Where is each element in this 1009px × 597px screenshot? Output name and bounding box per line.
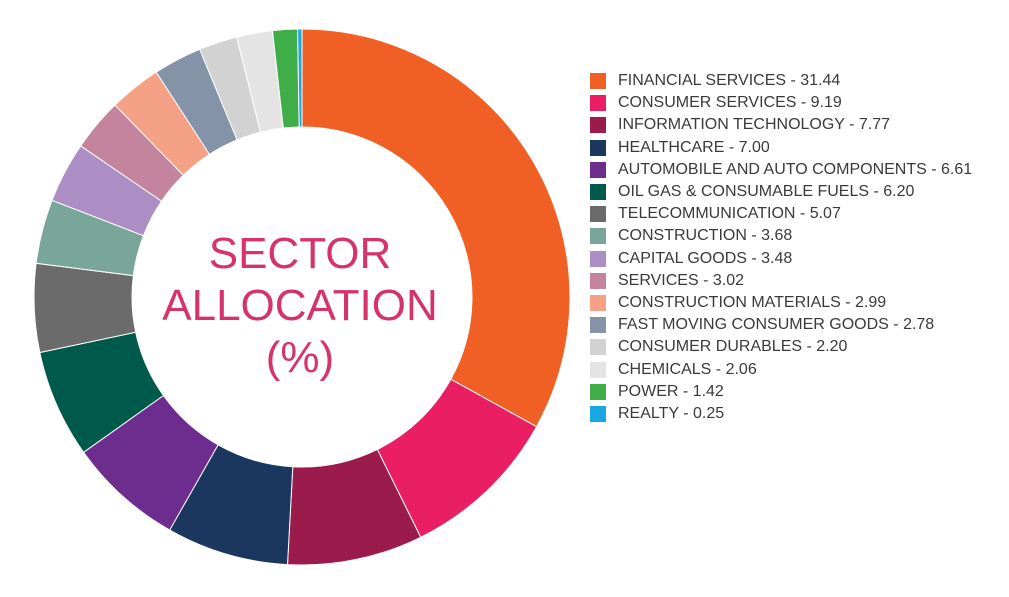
legend-label: CHEMICALS - 2.06 <box>618 360 757 378</box>
legend-swatch <box>590 139 606 156</box>
legend-label: CONSUMER DURABLES - 2.20 <box>618 338 848 356</box>
legend-swatch <box>590 250 606 267</box>
legend-item: INFORMATION TECHNOLOGY - 7.77 <box>590 114 995 136</box>
legend-item: CONSTRUCTION - 3.68 <box>590 225 995 247</box>
legend-item: CAPITAL GOODS - 3.48 <box>590 248 995 270</box>
center-title-line: ALLOCATION <box>162 281 438 330</box>
chart-legend: FINANCIAL SERVICES - 31.44 CONSUMER SERVI… <box>590 70 995 425</box>
legend-label: SERVICES - 3.02 <box>618 271 744 289</box>
legend-swatch <box>590 317 606 334</box>
legend-item: CONSUMER DURABLES - 2.20 <box>590 336 995 358</box>
donut-slice <box>297 28 303 128</box>
legend-item: FAST MOVING CONSUMER GOODS - 2.78 <box>590 314 995 336</box>
legend-swatch <box>590 73 606 89</box>
legend-label: TELECOMMUNICATION - 5.07 <box>618 205 841 223</box>
legend-label: CAPITAL GOODS - 3.48 <box>618 249 793 267</box>
legend-label: CONSTRUCTION - 3.68 <box>618 227 793 245</box>
donut-chart <box>33 28 571 566</box>
legend-item: CHEMICALS - 2.06 <box>590 359 995 381</box>
legend-label: CONSUMER SERVICES - 9.19 <box>618 94 842 112</box>
center-title-line: SECTOR <box>208 229 392 278</box>
legend-swatch <box>590 361 606 378</box>
legend-label: INFORMATION TECHNOLOGY - 7.77 <box>618 116 891 134</box>
legend-label: HEALTHCARE - 7.00 <box>618 138 770 156</box>
legend-item: CONSUMER SERVICES - 9.19 <box>590 92 995 114</box>
legend-swatch <box>590 206 606 223</box>
center-title-line: (%) <box>265 333 335 382</box>
legend-swatch <box>590 184 606 201</box>
legend-item: TELECOMMUNICATION - 5.07 <box>590 203 995 225</box>
legend-swatch <box>590 406 606 423</box>
legend-swatch <box>590 228 606 245</box>
legend-swatch <box>590 95 606 112</box>
legend-swatch <box>590 339 606 356</box>
donut-slice <box>301 28 571 428</box>
legend-label: OIL GAS & CONSUMABLE FUELS - 6.20 <box>618 183 915 201</box>
legend-item: SERVICES - 3.02 <box>590 270 995 292</box>
legend-item: HEALTHCARE - 7.00 <box>590 137 995 159</box>
legend-item: FINANCIAL SERVICES - 31.44 <box>590 70 995 92</box>
legend-item: REALTY - 0.25 <box>590 403 995 425</box>
legend-label: CONSTRUCTION MATERIALS - 2.99 <box>618 294 887 312</box>
legend-swatch <box>590 117 606 134</box>
legend-item: OIL GAS & CONSUMABLE FUELS - 6.20 <box>590 181 995 203</box>
legend-label: FINANCIAL SERVICES - 31.44 <box>618 72 841 89</box>
legend-item: POWER - 1.42 <box>590 381 995 403</box>
center-title: SECTOR ALLOCATION (%) <box>150 228 450 384</box>
legend-label: POWER - 1.42 <box>618 382 724 400</box>
legend-swatch <box>590 272 606 289</box>
legend-label: FAST MOVING CONSUMER GOODS - 2.78 <box>618 316 935 334</box>
legend-swatch <box>590 295 606 312</box>
legend-item: AUTOMOBILE AND AUTO COMPONENTS - 6.61 <box>590 159 995 181</box>
legend-label: REALTY - 0.25 <box>618 405 725 423</box>
legend-item: CONSTRUCTION MATERIALS - 2.99 <box>590 292 995 314</box>
legend-swatch <box>590 383 606 400</box>
legend-swatch <box>590 161 606 178</box>
legend-label: AUTOMOBILE AND AUTO COMPONENTS - 6.61 <box>618 160 973 178</box>
